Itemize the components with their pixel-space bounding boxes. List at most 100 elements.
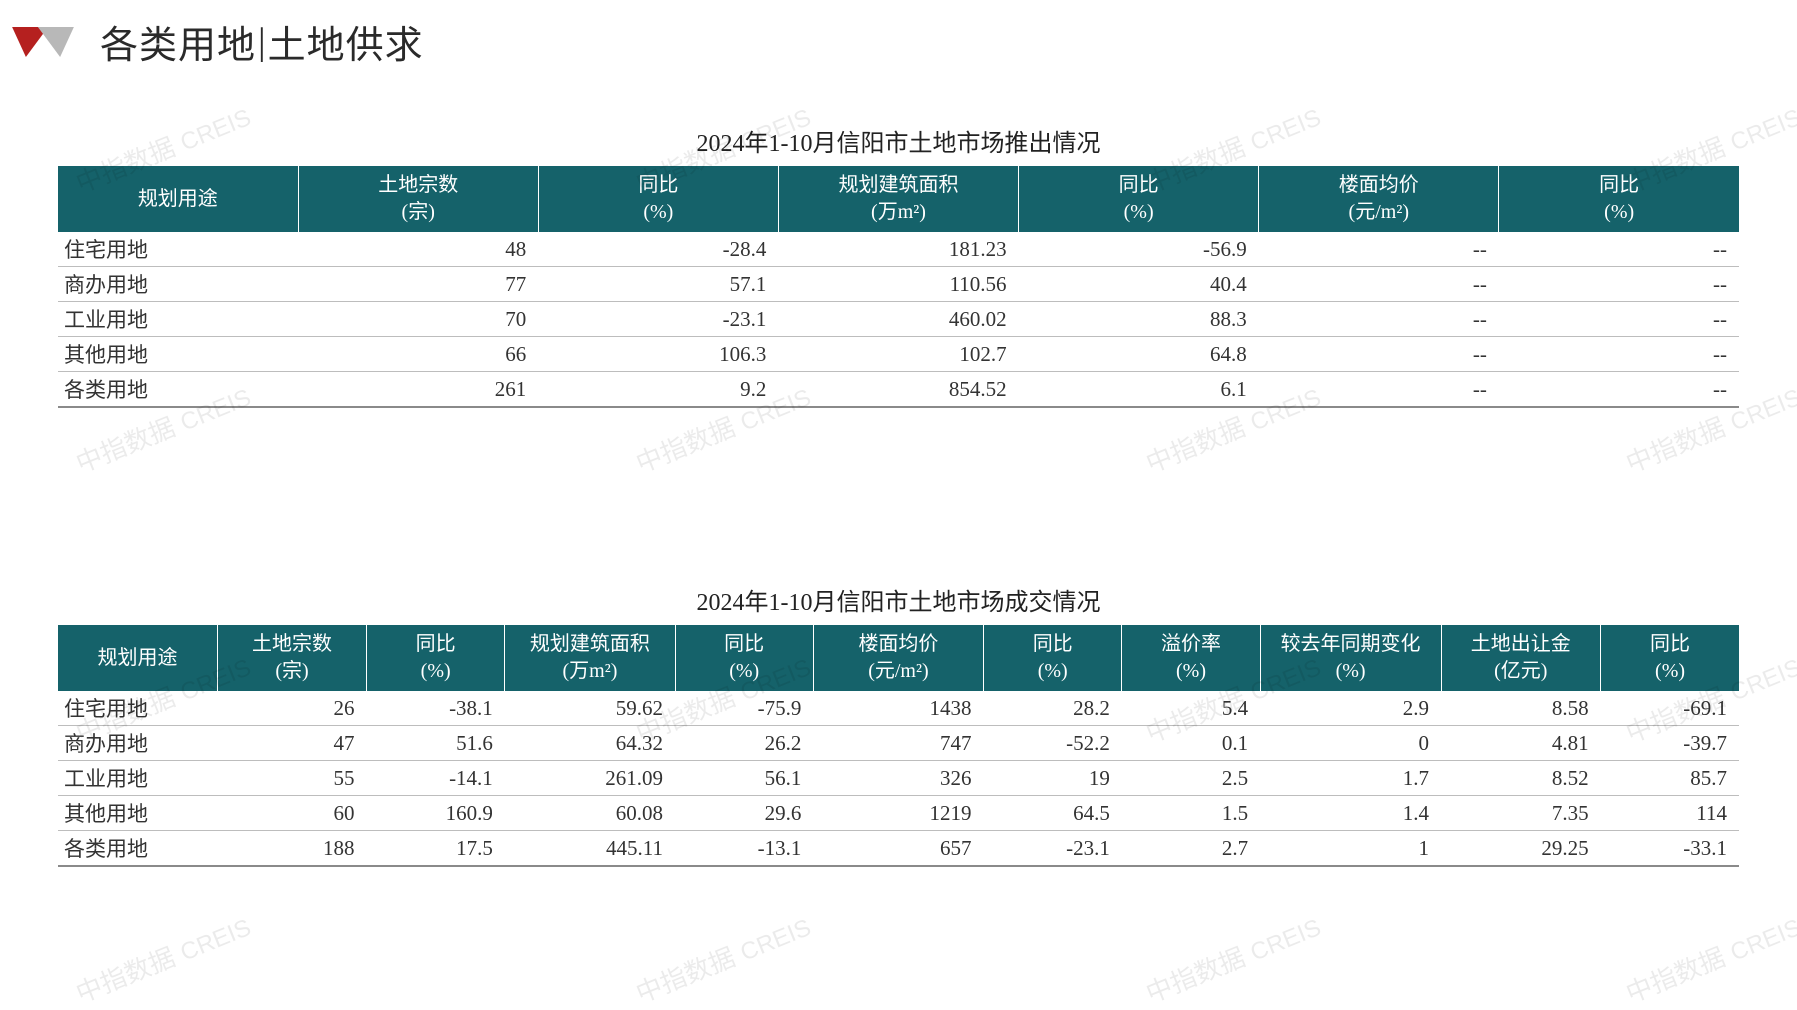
title-bar: 各类用地 | 土地供求	[0, 0, 1797, 79]
table-cell: 5.4	[1122, 691, 1260, 726]
title-separator: |	[256, 20, 268, 64]
column-header: 同比(%)	[367, 625, 505, 691]
table1-header-row: 规划用途土地宗数(宗)同比(%)规划建筑面积(万m²)同比(%)楼面均价(元/m…	[58, 166, 1739, 232]
table-cell: -14.1	[367, 761, 505, 796]
table-cell: 29.25	[1441, 831, 1601, 867]
table-cell: --	[1499, 232, 1739, 267]
table-cell: 8.52	[1441, 761, 1601, 796]
table-cell: 261	[298, 372, 538, 408]
table-cell: 261.09	[505, 761, 675, 796]
table-cell: 2.9	[1260, 691, 1441, 726]
table-cell: 102.7	[778, 337, 1018, 372]
table-cell: 64.32	[505, 726, 675, 761]
table-cell: 66	[298, 337, 538, 372]
table-cell: --	[1499, 372, 1739, 408]
column-header: 规划建筑面积(万m²)	[778, 166, 1018, 232]
table-cell: 60.08	[505, 796, 675, 831]
table-cell: 181.23	[778, 232, 1018, 267]
table-cell: 7.35	[1441, 796, 1601, 831]
column-header: 土地出让金(亿元)	[1441, 625, 1601, 691]
table-cell: --	[1499, 302, 1739, 337]
column-header: 楼面均价(元/m²)	[1259, 166, 1499, 232]
table-cell: 商办用地	[58, 267, 298, 302]
table-cell: -69.1	[1601, 691, 1739, 726]
column-header: 同比(%)	[1019, 166, 1259, 232]
table-cell: 48	[298, 232, 538, 267]
table-cell: 19	[984, 761, 1122, 796]
column-header: 同比(%)	[538, 166, 778, 232]
content-area: 2024年1-10月信阳市土地市场推出情况 规划用途土地宗数(宗)同比(%)规划…	[0, 123, 1797, 867]
table-cell: 17.5	[367, 831, 505, 867]
table-total-row: 各类用地18817.5445.11-13.1657-23.12.7129.25-…	[58, 831, 1739, 867]
table-cell: 工业用地	[58, 761, 218, 796]
table-cell: 85.7	[1601, 761, 1739, 796]
table-cell: 106.3	[538, 337, 778, 372]
table-cell: --	[1259, 372, 1499, 408]
table-cell: 110.56	[778, 267, 1018, 302]
column-header: 同比(%)	[1499, 166, 1739, 232]
table-cell: --	[1259, 232, 1499, 267]
column-header: 同比(%)	[984, 625, 1122, 691]
table-cell: 460.02	[778, 302, 1018, 337]
table-cell: 747	[813, 726, 983, 761]
table-cell: 其他用地	[58, 337, 298, 372]
table-cell: 88.3	[1019, 302, 1259, 337]
table-cell: 326	[813, 761, 983, 796]
table-cell: 1.4	[1260, 796, 1441, 831]
table-cell: --	[1259, 337, 1499, 372]
table-cell: 51.6	[367, 726, 505, 761]
table-cell: --	[1499, 337, 1739, 372]
table-row: 其他用地66106.3102.764.8----	[58, 337, 1739, 372]
watermark: 中指数据CREIS	[1140, 907, 1326, 1010]
table-cell: 445.11	[505, 831, 675, 867]
column-header: 溢价率(%)	[1122, 625, 1260, 691]
table-cell: -23.1	[984, 831, 1122, 867]
table-cell: -33.1	[1601, 831, 1739, 867]
table-cell: 1	[1260, 831, 1441, 867]
table-cell: 188	[218, 831, 367, 867]
table-cell: 0.1	[1122, 726, 1260, 761]
table-land-launch: 规划用途土地宗数(宗)同比(%)规划建筑面积(万m²)同比(%)楼面均价(元/m…	[58, 166, 1739, 408]
table-cell: -52.2	[984, 726, 1122, 761]
table2-header-row: 规划用途土地宗数(宗)同比(%)规划建筑面积(万m²)同比(%)楼面均价(元/m…	[58, 625, 1739, 691]
table-cell: 56.1	[675, 761, 813, 796]
table-cell: 6.1	[1019, 372, 1259, 408]
table-row: 住宅用地48-28.4181.23-56.9----	[58, 232, 1739, 267]
table-row: 其他用地60160.960.0829.6121964.51.51.47.3511…	[58, 796, 1739, 831]
table2-title: 2024年1-10月信阳市土地市场成交情况	[58, 582, 1739, 617]
table-cell: 0	[1260, 726, 1441, 761]
table-cell: 26	[218, 691, 367, 726]
table-cell: 77	[298, 267, 538, 302]
table-cell: 28.2	[984, 691, 1122, 726]
column-header: 规划建筑面积(万m²)	[505, 625, 675, 691]
column-header: 规划用途	[58, 625, 218, 691]
table-cell: -13.1	[675, 831, 813, 867]
table-cell: 47	[218, 726, 367, 761]
table-cell: 8.58	[1441, 691, 1601, 726]
table-total-row: 各类用地2619.2854.526.1----	[58, 372, 1739, 408]
table-cell: 114	[1601, 796, 1739, 831]
table-cell: -28.4	[538, 232, 778, 267]
table-cell: 工业用地	[58, 302, 298, 337]
table-row: 工业用地70-23.1460.0288.3----	[58, 302, 1739, 337]
watermark: 中指数据CREIS	[1620, 907, 1797, 1010]
table-row: 住宅用地26-38.159.62-75.9143828.25.42.98.58-…	[58, 691, 1739, 726]
table-cell: 55	[218, 761, 367, 796]
table-cell: 9.2	[538, 372, 778, 408]
table-cell: 1438	[813, 691, 983, 726]
logo-icon	[10, 27, 76, 57]
table-cell: 各类用地	[58, 831, 218, 867]
table-cell: --	[1259, 267, 1499, 302]
table-cell: 26.2	[675, 726, 813, 761]
table-row: 商办用地7757.1110.5640.4----	[58, 267, 1739, 302]
column-header: 土地宗数(宗)	[218, 625, 367, 691]
table-cell: 854.52	[778, 372, 1018, 408]
table-cell: 2.7	[1122, 831, 1260, 867]
table-cell: 商办用地	[58, 726, 218, 761]
table-cell: -56.9	[1019, 232, 1259, 267]
table-cell: 40.4	[1019, 267, 1259, 302]
table-cell: 2.5	[1122, 761, 1260, 796]
table-cell: -38.1	[367, 691, 505, 726]
table-cell: 657	[813, 831, 983, 867]
column-header: 土地宗数(宗)	[298, 166, 538, 232]
